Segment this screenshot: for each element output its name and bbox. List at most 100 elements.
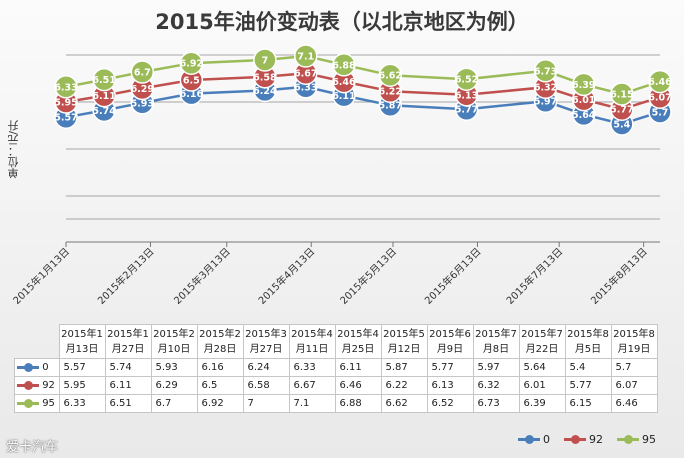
table-cell-0-1: 5.74	[104, 358, 152, 377]
table-cell-92-2: 6.29	[150, 376, 198, 395]
table-cell-92-7: 6.22	[380, 376, 428, 395]
table-cell-0-3: 6.16	[196, 358, 244, 377]
legend-label-92: 92	[589, 433, 603, 446]
data-label-92-7: 6.22	[379, 87, 402, 98]
table-cell-0-4: 6.24	[242, 358, 290, 377]
oil-price-line-chart: 2015年1月13日 2015年2月13日 2015年3月13日 2015年4月13日…	[10, 44, 672, 307]
data-label-92-8: 6.13	[455, 90, 478, 101]
data-label-95-7: 6.62	[379, 71, 402, 82]
table-cell-0-12: 5.7	[610, 358, 658, 377]
data-table-body: 0 5.57 5.74 5.93 6.16 6.24 6.33 6.11 5.87 5.77 5.9…	[14, 358, 658, 413]
data-point-95-12	[648, 69, 672, 94]
data-label-92-3: 6.5	[183, 76, 200, 87]
table-cell-95-11: 6.15	[564, 394, 612, 413]
data-point-95-2	[130, 60, 155, 84]
data-label-92-12: 6.07	[648, 93, 671, 104]
table-row-92: 92 5.95 6.11 6.29 6.5 6.58 6.67 6.46 6.22 6.13 6.3…	[14, 376, 658, 395]
table-cell-95-9: 6.73	[472, 394, 520, 413]
table-cell-0-9: 5.97	[472, 358, 520, 377]
x-tick-label-0: 2015年1月13日	[10, 245, 72, 307]
table-row-0: 0 5.57 5.74 5.93 6.16 6.24 6.33 6.11 5.87 5.77 5.9…	[14, 358, 658, 377]
data-label-0-0: 5.57	[54, 113, 77, 124]
table-cell-0-0: 5.57	[58, 358, 106, 377]
data-label-95-10: 6.39	[572, 80, 595, 91]
x-tick-label-2: 2015年3月13日	[171, 245, 233, 307]
data-point-95-9	[533, 59, 558, 83]
table-cell-92-1: 6.11	[104, 376, 152, 395]
data-label-95-12: 6.46	[648, 77, 672, 88]
table-cell-95-6: 6.88	[334, 394, 382, 413]
data-point-95-0	[54, 75, 78, 99]
data-label-92-9: 6.32	[534, 83, 557, 94]
table-cell-92-10: 6.01	[518, 376, 566, 395]
series-swatch-icon	[17, 398, 39, 408]
legend-item-95: 95	[617, 433, 656, 446]
table-cell-92-4: 6.58	[242, 376, 290, 395]
data-label-95-4: 7	[262, 56, 269, 67]
data-label-95-5: 7.1	[297, 52, 314, 63]
table-header-10: 2015年7 月22日	[518, 324, 566, 359]
table-cell-95-3: 6.92	[196, 394, 244, 413]
data-label-92-5: 6.67	[294, 69, 317, 80]
data-table-header-row: 2015年1 月13日 2015年1 月27日 2015年2 月10日 2015年2 月28日…	[15, 324, 658, 359]
data-label-0-9: 5.97	[534, 97, 557, 108]
y-axis-label: 单位：元/升	[7, 120, 20, 179]
data-label-0-1: 5.74	[92, 106, 116, 117]
table-header-6: 2015年4 月25日	[334, 324, 382, 359]
table-cell-0-7: 5.87	[380, 358, 428, 377]
legend: 0 92 95	[518, 433, 656, 446]
data-label-92-2: 6.29	[131, 84, 154, 95]
table-header-0: 2015年1 月13日	[58, 324, 106, 359]
chart-title: 2015年油价变动表（以北京地区为例）	[155, 10, 529, 34]
data-point-95-4	[253, 48, 277, 72]
series-swatch-icon	[17, 362, 39, 372]
table-cell-92-0: 5.95	[58, 376, 106, 395]
table-header-3: 2015年2 月28日	[196, 324, 244, 359]
table-cell-0-5: 6.33	[288, 358, 336, 377]
legend-swatch-icon	[564, 435, 586, 444]
legend-swatch-icon	[518, 435, 540, 444]
table-series-label-92: 92	[14, 376, 60, 395]
table-cell-92-6: 6.46	[334, 376, 382, 395]
data-label-95-1: 6.51	[92, 75, 115, 86]
x-tick-label-1: 2015年2月13日	[95, 245, 157, 307]
data-label-95-8: 6.52	[455, 75, 478, 86]
table-cell-95-4: 7	[242, 394, 290, 413]
table-cell-0-11: 5.4	[564, 358, 612, 377]
watermark: 爱卡汽车	[6, 440, 59, 455]
table-cell-95-0: 6.33	[58, 394, 106, 413]
table-cell-92-9: 6.32	[472, 376, 520, 395]
table-header-1: 2015年1 月27日	[104, 324, 152, 359]
legend-label-95: 95	[642, 433, 656, 446]
data-point-95-5	[294, 44, 318, 68]
table-header-5: 2015年4 月11日	[288, 324, 336, 359]
series-swatch-icon	[17, 380, 39, 390]
table-cell-0-6: 6.11	[334, 358, 382, 377]
data-label-95-9: 6.73	[534, 66, 557, 77]
data-label-0-4: 6.24	[253, 86, 277, 97]
table-header-11: 2015年8 月5日	[564, 324, 612, 359]
data-label-0-2: 5.93	[131, 98, 154, 109]
table-header-4: 2015年3 月27日	[242, 324, 290, 359]
table-cell-92-3: 6.5	[196, 376, 244, 395]
table-cell-95-1: 6.51	[104, 394, 152, 413]
table-cell-92-12: 6.07	[610, 376, 658, 395]
table-cell-0-10: 5.64	[518, 358, 566, 377]
data-label-0-12: 5.7	[652, 108, 669, 119]
series-line-95	[65, 54, 661, 96]
table-cell-95-7: 6.62	[380, 394, 428, 413]
table-series-label-95: 95	[14, 394, 60, 413]
table-cell-92-8: 6.13	[426, 376, 474, 395]
data-label-95-11: 6.15	[610, 90, 633, 101]
data-point-95-6	[332, 53, 356, 77]
table-corner	[15, 325, 60, 359]
data-label-0-8: 5.77	[455, 105, 478, 116]
legend-label-0: 0	[543, 433, 550, 446]
data-point-95-1	[92, 67, 116, 92]
data-label-95-3: 6.92	[180, 59, 203, 70]
table-header-8: 2015年6 月9日	[426, 324, 474, 359]
table-cell-95-10: 6.39	[518, 394, 566, 413]
data-point-95-11	[610, 82, 634, 106]
legend-item-0: 0	[518, 433, 550, 446]
data-label-92-6: 6.46	[332, 77, 356, 88]
